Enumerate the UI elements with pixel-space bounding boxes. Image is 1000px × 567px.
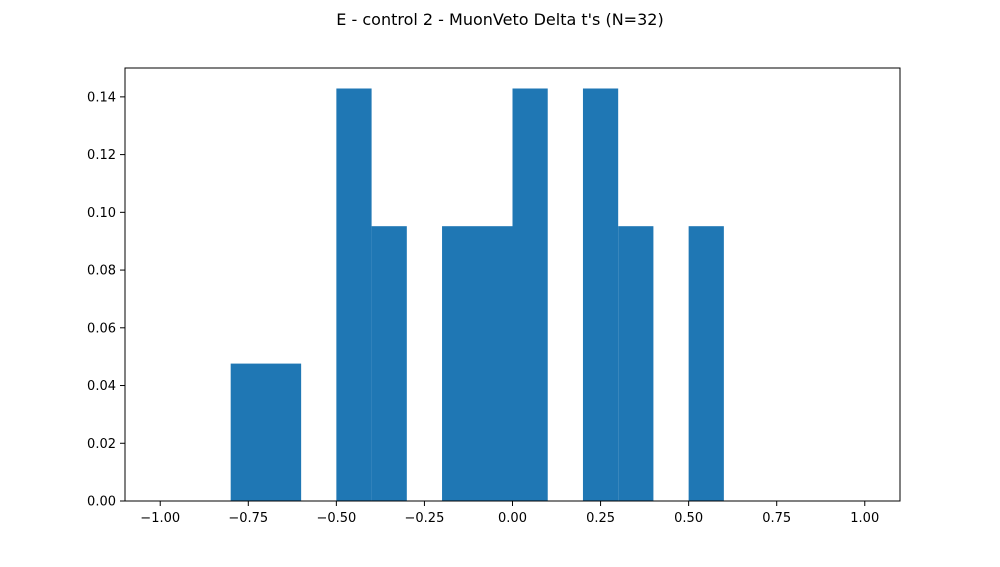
histogram-bars xyxy=(230,88,724,501)
x-tick-label-3: −0.25 xyxy=(405,511,445,526)
plot-frame xyxy=(124,67,901,502)
x-tick-label-1: −0.75 xyxy=(228,511,268,526)
y-tick-label-1: 0.02 xyxy=(87,437,116,452)
x-tick-label-2: −0.50 xyxy=(316,511,356,526)
y-tick-label-4: 0.08 xyxy=(87,264,116,279)
histogram-bar-1 xyxy=(336,88,372,501)
y-tick-label-6: 0.12 xyxy=(87,148,116,163)
y-tick-label-3: 0.06 xyxy=(87,321,116,336)
y-tick-label-2: 0.04 xyxy=(87,379,116,394)
x-axis: −1.00 −0.75 −0.50 −0.25 0.00 0.25 0.50 0.75 1.00 xyxy=(140,501,879,526)
histogram-bar-2 xyxy=(371,226,407,501)
chart-title: E - control 2 - MuonVeto Delta t's (N=32… xyxy=(336,10,663,29)
histogram-bar-5 xyxy=(582,88,619,501)
histogram-bar-6 xyxy=(618,226,654,501)
x-tick-label-7: 0.75 xyxy=(762,511,791,526)
x-tick-label-6: 0.50 xyxy=(674,511,703,526)
x-tick-label-4: 0.00 xyxy=(498,511,527,526)
histogram-bar-4 xyxy=(512,88,548,501)
histogram-bar-7 xyxy=(688,226,724,501)
y-axis: 0.00 0.02 0.04 0.06 0.08 0.10 0.12 0.14 xyxy=(87,90,125,510)
y-tick-label-7: 0.14 xyxy=(87,90,116,105)
y-tick-label-5: 0.10 xyxy=(87,206,116,221)
histogram-bar-3 xyxy=(442,226,513,501)
x-tick-label-5: 0.25 xyxy=(586,511,615,526)
x-tick-label-0: −1.00 xyxy=(140,511,180,526)
histogram-bar-0 xyxy=(230,363,302,501)
y-tick-label-0: 0.00 xyxy=(87,495,116,510)
x-tick-label-8: 1.00 xyxy=(850,511,879,526)
